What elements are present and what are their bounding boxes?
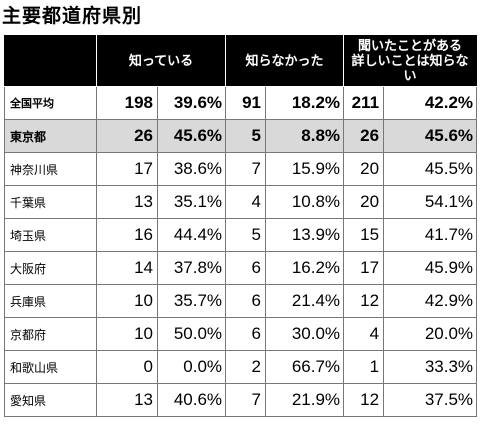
page-title: 主要都道府県別 bbox=[2, 5, 143, 27]
unknown-count-cell: 7 bbox=[225, 152, 267, 186]
heard-percent-cell: 33.3% bbox=[383, 350, 478, 384]
unknown-count-cell: 5 bbox=[225, 119, 267, 153]
known-count-cell: 26 bbox=[96, 119, 158, 153]
region-cell: 東京都 bbox=[4, 119, 97, 153]
known-count-cell: 10 bbox=[96, 284, 158, 318]
heard-count-cell: 12 bbox=[343, 284, 385, 318]
known-percent-cell: 37.8% bbox=[156, 251, 227, 285]
table-row: 神奈川県 17 38.6% 7 15.9% 20 45.5% bbox=[4, 152, 478, 186]
unknown-count-cell: 6 bbox=[225, 251, 267, 285]
table-row: 愛知県 13 40.6% 7 21.9% 12 37.5% bbox=[4, 383, 478, 417]
unknown-count-cell: 6 bbox=[225, 317, 267, 351]
heard-count-cell: 17 bbox=[343, 251, 385, 285]
heard-count-cell: 4 bbox=[343, 317, 385, 351]
known-count-cell: 16 bbox=[96, 218, 158, 252]
unknown-percent-cell: 21.9% bbox=[265, 383, 345, 417]
region-cell: 和歌山県 bbox=[4, 350, 97, 384]
heard-percent-cell: 42.2% bbox=[383, 86, 478, 120]
known-percent-cell: 39.6% bbox=[156, 86, 227, 120]
heard-percent-cell: 45.6% bbox=[383, 119, 478, 153]
unknown-count-cell: 7 bbox=[225, 383, 267, 417]
heard-count-cell: 211 bbox=[343, 86, 385, 120]
known-count-cell: 17 bbox=[96, 152, 158, 186]
known-count-cell: 10 bbox=[96, 317, 158, 351]
known-count-cell: 14 bbox=[96, 251, 158, 285]
header-heard: 聞いたことがある 詳しいことは知らない bbox=[343, 35, 478, 87]
table-body: 全国平均 198 39.6% 91 18.2% 211 42.2% 東京都 26 45.6% 5 8.… bbox=[4, 86, 478, 417]
known-percent-cell: 0.0% bbox=[156, 350, 227, 384]
region-cell: 兵庫県 bbox=[4, 284, 97, 318]
heard-percent-cell: 45.9% bbox=[383, 251, 478, 285]
table-row: 兵庫県 10 35.7% 6 21.4% 12 42.9% bbox=[4, 284, 478, 318]
heard-count-cell: 20 bbox=[343, 185, 385, 219]
unknown-count-cell: 6 bbox=[225, 284, 267, 318]
region-cell: 京都府 bbox=[4, 317, 97, 351]
region-cell: 神奈川県 bbox=[4, 152, 97, 186]
unknown-percent-cell: 30.0% bbox=[265, 317, 345, 351]
region-cell: 愛知県 bbox=[4, 383, 97, 417]
heard-count-cell: 20 bbox=[343, 152, 385, 186]
table-row: 東京都 26 45.6% 5 8.8% 26 45.6% bbox=[4, 119, 478, 153]
known-count-cell: 13 bbox=[96, 383, 158, 417]
known-percent-cell: 45.6% bbox=[156, 119, 227, 153]
known-percent-cell: 50.0% bbox=[156, 317, 227, 351]
header-corner-cell bbox=[4, 35, 97, 87]
heard-percent-cell: 37.5% bbox=[383, 383, 478, 417]
heard-percent-cell: 54.1% bbox=[383, 185, 478, 219]
unknown-count-cell: 4 bbox=[225, 185, 267, 219]
heard-count-cell: 15 bbox=[343, 218, 385, 252]
table-row: 大阪府 14 37.8% 6 16.2% 17 45.9% bbox=[4, 251, 478, 285]
heard-percent-cell: 41.7% bbox=[383, 218, 478, 252]
heard-count-cell: 12 bbox=[343, 383, 385, 417]
heard-percent-cell: 20.0% bbox=[383, 317, 478, 351]
unknown-percent-cell: 13.9% bbox=[265, 218, 345, 252]
known-percent-cell: 35.1% bbox=[156, 185, 227, 219]
region-cell: 全国平均 bbox=[4, 86, 97, 120]
unknown-percent-cell: 21.4% bbox=[265, 284, 345, 318]
heard-percent-cell: 45.5% bbox=[383, 152, 478, 186]
unknown-percent-cell: 15.9% bbox=[265, 152, 345, 186]
unknown-percent-cell: 10.8% bbox=[265, 185, 345, 219]
heard-count-cell: 26 bbox=[343, 119, 385, 153]
known-count-cell: 0 bbox=[96, 350, 158, 384]
known-count-cell: 198 bbox=[96, 86, 158, 120]
header-known: 知っている bbox=[95, 35, 227, 87]
known-percent-cell: 38.6% bbox=[156, 152, 227, 186]
known-percent-cell: 44.4% bbox=[156, 218, 227, 252]
table-row: 全国平均 198 39.6% 91 18.2% 211 42.2% bbox=[4, 86, 478, 120]
unknown-percent-cell: 8.8% bbox=[265, 119, 345, 153]
table-header-row: 知っている 知らなかった 聞いたことがある 詳しいことは知らない bbox=[4, 35, 478, 87]
region-cell: 大阪府 bbox=[4, 251, 97, 285]
unknown-percent-cell: 66.7% bbox=[265, 350, 345, 384]
prefecture-table: 知っている 知らなかった 聞いたことがある 詳しいことは知らない 全国平均 198… bbox=[4, 35, 478, 417]
known-percent-cell: 40.6% bbox=[156, 383, 227, 417]
heard-count-cell: 1 bbox=[343, 350, 385, 384]
table-row: 京都府 10 50.0% 6 30.0% 4 20.0% bbox=[4, 317, 478, 351]
region-cell: 千葉県 bbox=[4, 185, 97, 219]
table-row: 千葉県 13 35.1% 4 10.8% 20 54.1% bbox=[4, 185, 478, 219]
region-cell: 埼玉県 bbox=[4, 218, 97, 252]
table-row: 埼玉県 16 44.4% 5 13.9% 15 41.7% bbox=[4, 218, 478, 252]
unknown-count-cell: 5 bbox=[225, 218, 267, 252]
unknown-percent-cell: 16.2% bbox=[265, 251, 345, 285]
heard-percent-cell: 42.9% bbox=[383, 284, 478, 318]
known-count-cell: 13 bbox=[96, 185, 158, 219]
table-row: 和歌山県 0 0.0% 2 66.7% 1 33.3% bbox=[4, 350, 478, 384]
unknown-percent-cell: 18.2% bbox=[265, 86, 345, 120]
unknown-count-cell: 91 bbox=[225, 86, 267, 120]
header-unknown: 知らなかった bbox=[225, 35, 345, 87]
known-percent-cell: 35.7% bbox=[156, 284, 227, 318]
unknown-count-cell: 2 bbox=[225, 350, 267, 384]
